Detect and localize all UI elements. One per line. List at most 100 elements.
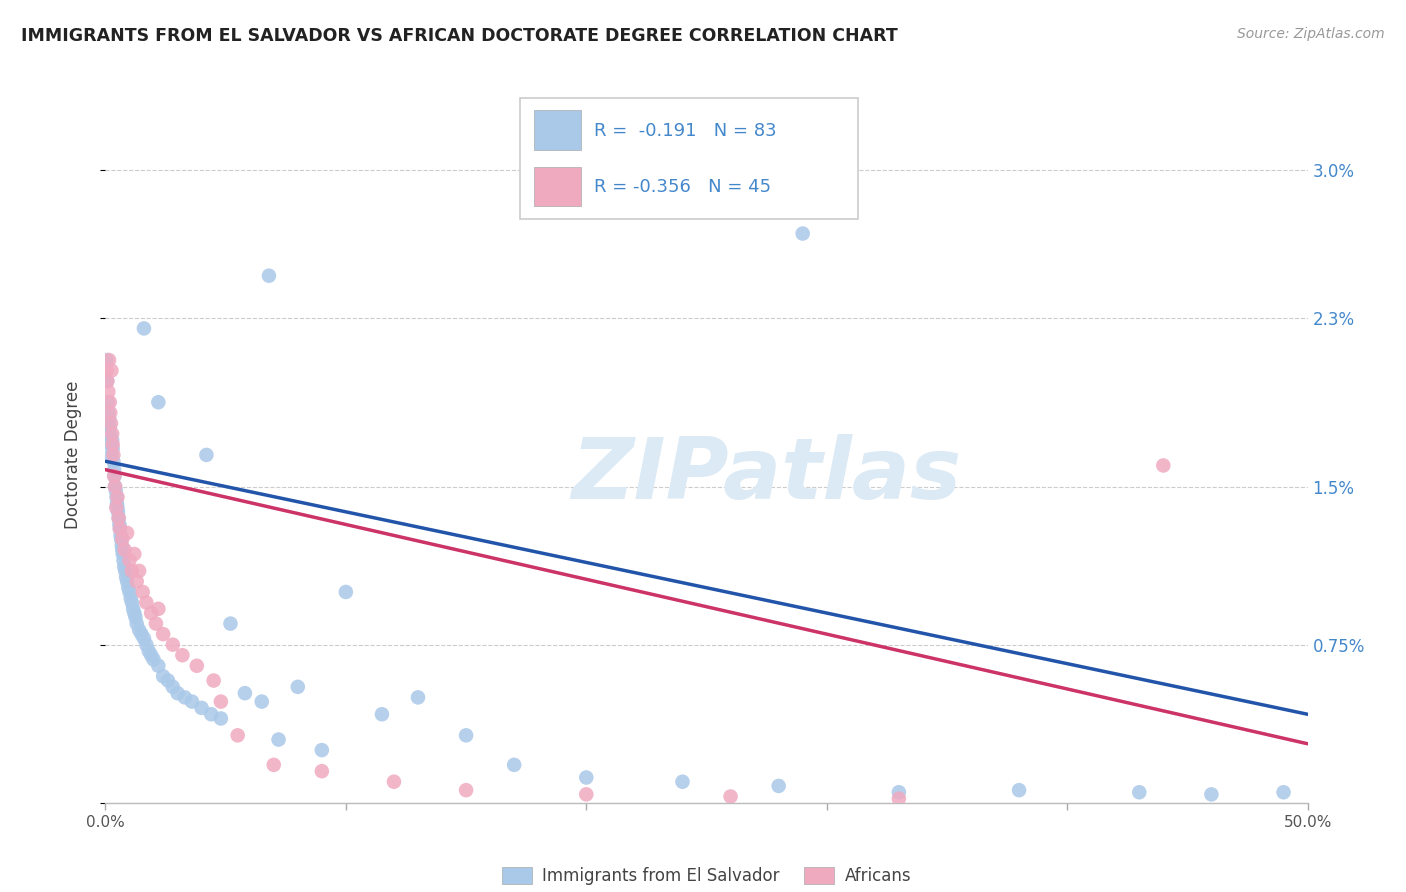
Point	[139, 606, 162, 620]
Point	[148, 602, 170, 616]
Point	[382, 774, 405, 789]
Point	[124, 610, 146, 624]
Point	[108, 517, 131, 532]
Point	[103, 469, 125, 483]
Point	[139, 648, 162, 663]
Point	[148, 395, 170, 409]
Point	[287, 680, 309, 694]
Point	[148, 658, 170, 673]
Point	[96, 353, 118, 368]
Point	[110, 533, 132, 547]
Point	[503, 757, 526, 772]
Point	[114, 542, 136, 557]
Point	[111, 539, 134, 553]
Point	[100, 437, 122, 451]
Point	[128, 564, 150, 578]
Point	[98, 412, 121, 426]
Point	[124, 606, 146, 620]
Point	[100, 448, 122, 462]
Point	[173, 690, 195, 705]
Point	[101, 426, 124, 441]
Point	[162, 638, 184, 652]
Point	[101, 437, 124, 451]
Point	[112, 559, 135, 574]
Point	[371, 707, 394, 722]
Point	[107, 511, 129, 525]
Point	[1128, 785, 1150, 799]
Point	[107, 505, 129, 519]
Point	[226, 728, 249, 742]
Point	[132, 632, 155, 646]
Point	[121, 564, 143, 578]
Point	[108, 522, 131, 536]
Point	[121, 595, 143, 609]
Point	[257, 268, 280, 283]
Point	[209, 695, 232, 709]
Point	[107, 511, 129, 525]
Text: Source: ZipAtlas.com: Source: ZipAtlas.com	[1237, 27, 1385, 41]
Point	[96, 374, 118, 388]
Point	[115, 570, 138, 584]
Point	[101, 433, 124, 447]
Point	[135, 638, 157, 652]
Point	[111, 542, 134, 557]
Point	[100, 417, 122, 431]
Point	[768, 779, 790, 793]
Point	[335, 585, 357, 599]
Legend: Immigrants from El Salvador, Africans: Immigrants from El Salvador, Africans	[495, 860, 918, 891]
Point	[97, 417, 120, 431]
Point	[107, 490, 129, 504]
Point	[209, 711, 232, 725]
FancyBboxPatch shape	[520, 98, 858, 219]
Point	[118, 553, 141, 567]
FancyBboxPatch shape	[534, 111, 581, 150]
Text: R = -0.356   N = 45: R = -0.356 N = 45	[595, 178, 772, 196]
Point	[108, 522, 131, 536]
Point	[172, 648, 194, 663]
Point	[103, 448, 125, 462]
Point	[166, 686, 188, 700]
Point	[250, 695, 273, 709]
Point	[1152, 458, 1174, 473]
Point	[111, 547, 134, 561]
Point	[156, 673, 179, 688]
Point	[98, 353, 121, 368]
Point	[190, 701, 212, 715]
Point	[125, 574, 148, 589]
Point	[142, 652, 165, 666]
Text: R =  -0.191   N = 83: R = -0.191 N = 83	[595, 121, 778, 140]
Y-axis label: Doctorate Degree: Doctorate Degree	[63, 381, 82, 529]
Point	[97, 406, 120, 420]
Point	[128, 623, 150, 637]
Point	[98, 420, 121, 434]
Point	[454, 783, 477, 797]
Point	[887, 785, 910, 799]
Point	[152, 627, 174, 641]
Point	[1272, 785, 1295, 799]
Point	[575, 771, 598, 785]
Point	[97, 384, 120, 399]
Point	[100, 363, 122, 377]
Point	[181, 695, 204, 709]
Point	[887, 791, 910, 805]
Point	[152, 669, 174, 683]
Point	[115, 574, 138, 589]
Point	[131, 627, 153, 641]
Point	[105, 500, 128, 515]
Point	[101, 442, 124, 456]
Point	[575, 788, 598, 802]
Point	[1201, 788, 1223, 802]
Point	[720, 789, 742, 804]
Point	[118, 585, 141, 599]
Point	[311, 764, 333, 779]
Point	[98, 406, 121, 420]
Point	[132, 321, 155, 335]
Point	[112, 553, 135, 567]
Point	[105, 496, 128, 510]
Point	[120, 591, 142, 606]
Point	[671, 774, 693, 789]
Point	[115, 525, 138, 540]
Point	[125, 616, 148, 631]
Point	[406, 690, 429, 705]
Point	[124, 547, 146, 561]
